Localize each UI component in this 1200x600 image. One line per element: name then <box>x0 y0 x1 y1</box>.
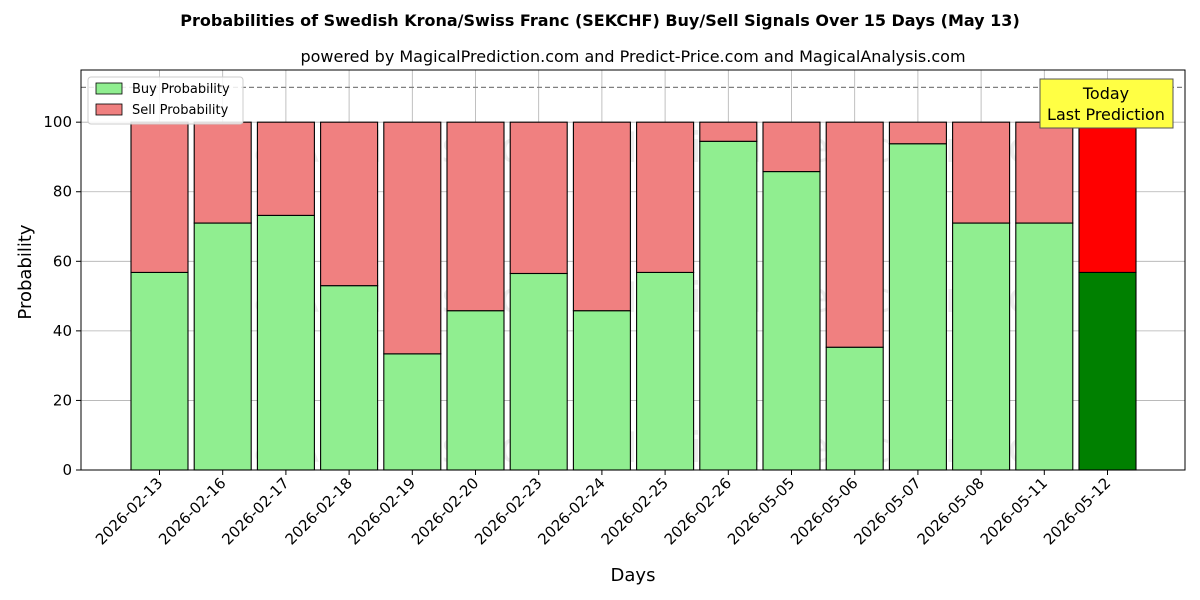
bar-sell <box>762 121 821 173</box>
bar-sell <box>383 121 442 355</box>
x-axis-label: Days <box>611 565 656 586</box>
x-tick-label: 2026-02-13 <box>92 474 166 548</box>
y-tick-label: 100 <box>43 113 72 131</box>
bar-buy <box>383 353 442 471</box>
bar-buy <box>193 222 252 471</box>
bar-buy <box>130 271 189 471</box>
x-tick-label: 2026-05-11 <box>977 474 1051 548</box>
today-annotation-line1: Today <box>1082 84 1129 103</box>
bar-sell <box>1078 121 1137 273</box>
y-tick-label: 0 <box>62 461 72 479</box>
x-tick-label: 2026-02-24 <box>534 474 608 548</box>
today-annotation-box <box>1039 78 1174 129</box>
bar-sell <box>509 121 568 275</box>
y-tick-label: 60 <box>53 252 72 270</box>
legend: Buy Probability Sell Probability <box>87 76 244 125</box>
x-tick-label: 2026-05-12 <box>1040 474 1114 548</box>
bar-sell <box>636 121 695 273</box>
x-tick-label: 2026-02-25 <box>598 474 672 548</box>
bar-buy <box>1078 271 1137 471</box>
bar-sell <box>825 121 884 348</box>
bar-buy <box>888 143 947 471</box>
bar-sell <box>1015 121 1074 224</box>
bar-sell <box>193 121 252 224</box>
bar-buy <box>825 346 884 471</box>
x-tick-label: 2026-05-07 <box>850 474 924 548</box>
x-tick-label: 2026-02-18 <box>282 474 356 548</box>
legend-label-sell: Sell Probability <box>132 103 229 118</box>
x-tick-label: 2026-05-06 <box>787 474 861 548</box>
chart-title: Probabilities of Swedish Krona/Swiss Fra… <box>180 11 1020 30</box>
bar-buy <box>952 222 1011 471</box>
bar-buy <box>572 310 631 471</box>
bar-buy <box>509 272 568 471</box>
bar-sell <box>256 121 315 216</box>
y-tick-label: 20 <box>53 391 72 409</box>
legend-swatch-sell <box>95 103 123 116</box>
bar-sell <box>320 121 379 287</box>
x-tick-label: 2026-02-20 <box>408 474 482 548</box>
chart-subtitle: powered by MagicalPrediction.com and Pre… <box>300 47 965 66</box>
bar-buy <box>699 140 758 471</box>
x-tick-label: 2026-05-08 <box>914 474 988 548</box>
bar-buy <box>446 310 505 471</box>
bar-buy <box>636 271 695 471</box>
bar-sell <box>446 121 505 312</box>
x-tick-label: 2026-05-05 <box>724 474 798 548</box>
x-tick-label: 2026-02-17 <box>218 474 292 548</box>
bar-sell <box>699 121 758 142</box>
bar-sell <box>130 121 189 273</box>
legend-swatch-buy <box>95 82 123 95</box>
x-tick-label: 2026-02-26 <box>661 474 735 548</box>
x-tick-label: 2026-02-23 <box>471 474 545 548</box>
bar-buy <box>320 285 379 471</box>
bar-sell <box>572 121 631 312</box>
bars <box>130 121 1137 471</box>
legend-label-buy: Buy Probability <box>132 82 230 97</box>
y-tick-label: 80 <box>53 183 72 201</box>
today-annotation: Today Last Prediction <box>1039 78 1174 129</box>
bar-sell <box>952 121 1011 224</box>
y-tick-label: 40 <box>53 322 72 340</box>
plot-frame <box>80 69 1186 471</box>
x-tick-label: 2026-02-19 <box>345 474 419 548</box>
bar-sell <box>888 121 947 145</box>
bar-buy <box>762 171 821 471</box>
x-tick-label: 2026-02-16 <box>155 474 229 548</box>
today-annotation-line2: Last Prediction <box>1047 105 1165 124</box>
legend-frame <box>87 76 244 125</box>
bar-buy <box>1015 222 1074 471</box>
y-axis-label: Probability <box>15 224 36 319</box>
bar-buy <box>256 214 315 471</box>
